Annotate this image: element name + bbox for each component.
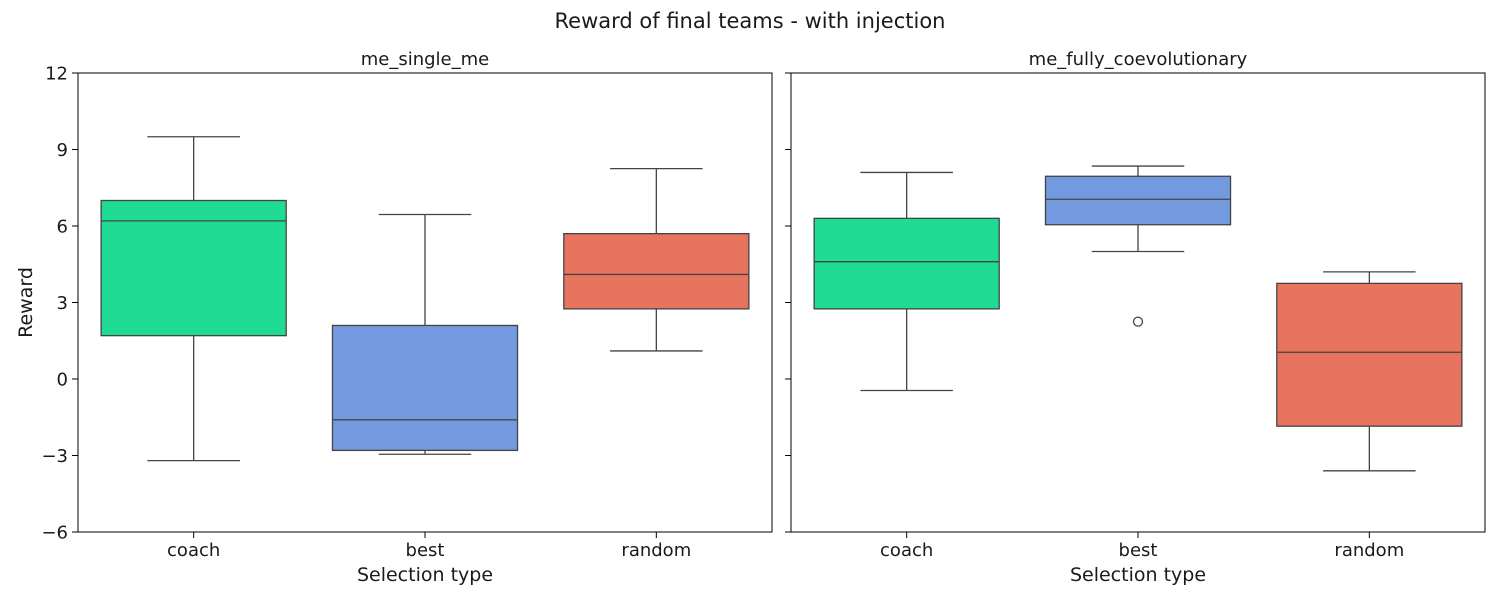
subplot-title: me_single_me	[361, 49, 490, 70]
x-axis-label: Selection type	[1070, 564, 1206, 586]
box-iqr	[100, 199, 287, 337]
box-best	[331, 213, 519, 455]
panels: me_single_me −6 −3 0 3 6 9 12 Reward coach best ran…	[15, 49, 1486, 586]
box-iqr	[1276, 282, 1463, 427]
x-tick-label: best	[406, 540, 445, 561]
x-axis-label: Selection type	[357, 564, 493, 586]
panel-1: me_single_me −6 −3 0 3 6 9 12 Reward coach best ran…	[15, 49, 773, 586]
x-tick-label: coach	[880, 540, 933, 561]
x-tick-label: random	[1334, 540, 1404, 561]
y-axis-label: Reward	[15, 267, 37, 338]
y-tick-label: −3	[41, 446, 68, 467]
box-random	[1276, 271, 1463, 472]
y-tick-label: −6	[41, 523, 68, 544]
y-tick-label: 3	[57, 293, 68, 314]
x-tick-label: best	[1119, 540, 1158, 561]
x-tick-label: random	[621, 540, 691, 561]
box-best	[1044, 165, 1232, 327]
outlier-point	[1132, 316, 1144, 327]
box-iqr	[331, 324, 519, 452]
box-iqr	[813, 217, 1000, 310]
box-coach	[813, 171, 1000, 392]
box-iqr	[1044, 175, 1232, 226]
x-tick-label: coach	[167, 540, 220, 561]
y-tick-label: 6	[57, 217, 68, 238]
y-tick-label: 9	[57, 140, 68, 161]
box-coach	[100, 136, 287, 462]
figure-title: Reward of final teams - with injection	[555, 9, 946, 33]
y-tick-label: 12	[45, 64, 68, 85]
subplot-title: me_fully_coevolutionary	[1029, 49, 1248, 70]
y-tick-label: 0	[57, 370, 68, 391]
box-iqr	[563, 232, 750, 310]
box-random	[563, 167, 750, 352]
